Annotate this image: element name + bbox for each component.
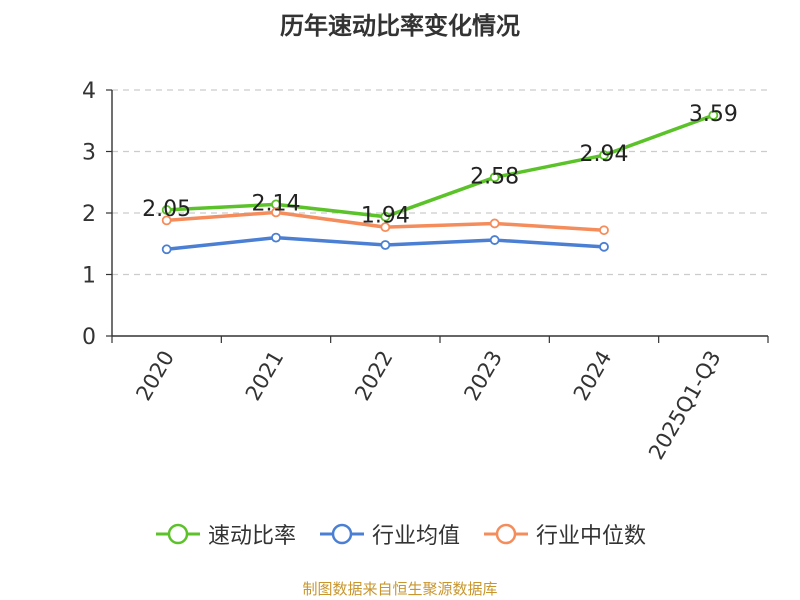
legend-item[interactable]: 行业中位数: [482, 518, 646, 550]
series-point-0: [599, 150, 609, 161]
series-point-2: [271, 207, 281, 218]
x-tick-label: 2023: [459, 346, 507, 404]
legend-item[interactable]: 行业均值: [318, 518, 460, 550]
data-label: 2.58: [470, 164, 519, 189]
series-point-0: [161, 205, 172, 215]
legend-swatch: [155, 523, 200, 545]
series-point-2: [489, 218, 500, 229]
legend-label: 速动比率: [207, 524, 296, 549]
legend: 速动比率 行业均值 行业中位数: [0, 518, 800, 550]
chart-title: 历年速动比率变化情况: [280, 12, 520, 40]
legend-swatch: [484, 523, 528, 545]
x-tick-label: 2025Q1-Q3: [644, 347, 726, 464]
data-label: 2.94: [580, 142, 629, 167]
legend-item[interactable]: 速动比率: [154, 518, 296, 550]
legend-label: 行业均值: [371, 524, 460, 549]
y-tick-label: 3: [82, 141, 96, 166]
y-tick-label: 4: [82, 79, 96, 104]
y-tick-label: 1: [82, 264, 96, 289]
series-point-0: [708, 110, 719, 121]
data-label: 3.59: [689, 102, 738, 127]
series-point-0: [489, 172, 500, 183]
x-tick-label: 2021: [241, 347, 289, 405]
series-point-1: [380, 240, 391, 250]
x-tick-label: 2024: [569, 347, 617, 405]
series-point-1: [599, 241, 609, 252]
x-tick-label: 2020: [131, 347, 179, 405]
x-tick-label: 2022: [350, 347, 398, 405]
series-point-2: [599, 225, 609, 236]
series-point-1: [161, 244, 172, 255]
series-line-0: [166, 113, 714, 219]
source-note: 制图数据来自恒生聚源数据库: [302, 580, 498, 598]
series-point-1: [271, 232, 281, 243]
legend-label: 行业中位数: [536, 524, 647, 549]
data-label: 2.14: [252, 191, 301, 216]
y-tick-label: 0: [82, 325, 96, 350]
series-point-0: [380, 211, 391, 222]
data-label: 1.94: [361, 204, 410, 229]
y-tick-label: 2: [82, 202, 96, 227]
data-label: 2.05: [142, 197, 191, 222]
series-point-1: [489, 235, 500, 245]
series-point-2: [380, 222, 391, 233]
legend-swatch: [319, 523, 364, 545]
series-point-2: [161, 215, 172, 226]
